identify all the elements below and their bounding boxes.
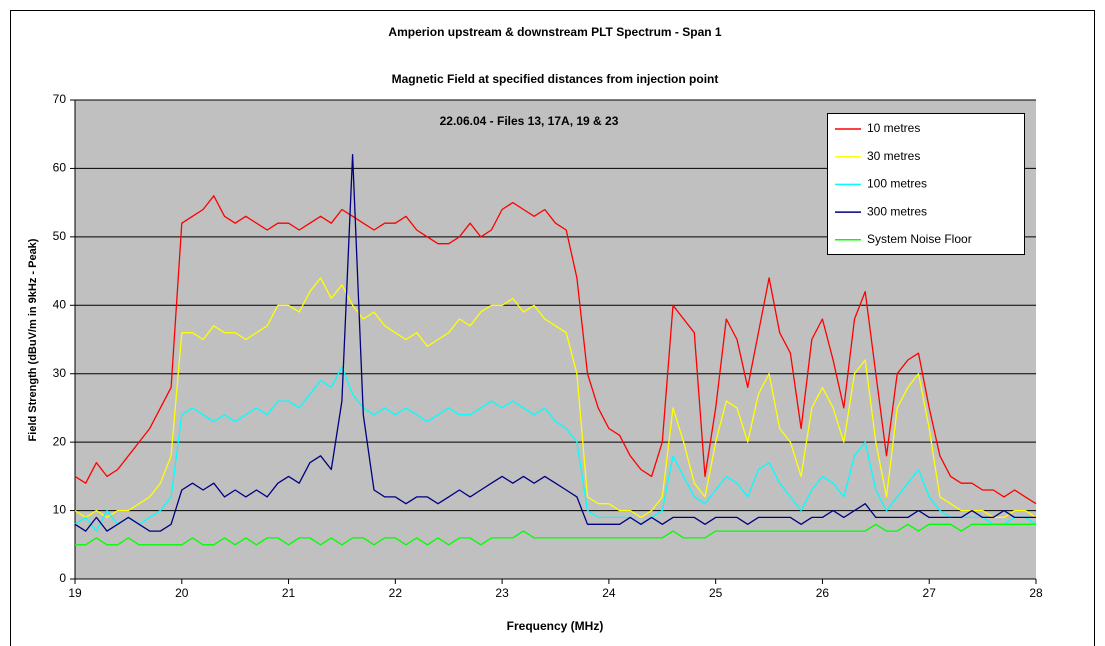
data-line	[74, 277, 1037, 519]
y-tick-label: 60	[53, 161, 67, 175]
data-line	[74, 195, 1037, 505]
x-tick-label: 28	[1029, 586, 1043, 600]
y-tick-label: 10	[53, 503, 67, 517]
legend-label: 30 metres	[867, 149, 920, 163]
y-tick-label: 70	[53, 92, 67, 106]
y-tick-label: 20	[53, 434, 67, 448]
legend-label: 100 metres	[867, 177, 927, 191]
x-axis-label: Frequency (MHz)	[507, 619, 604, 633]
data-line	[74, 366, 1037, 532]
y-tick-label: 50	[53, 229, 67, 243]
y-tick-label: 40	[53, 297, 67, 311]
x-tick-label: 25	[709, 586, 723, 600]
x-tick-label: 19	[68, 586, 82, 600]
chart-title: Amperion upstream & downstream PLT Spect…	[388, 25, 721, 39]
x-tick-label: 22	[389, 586, 403, 600]
x-tick-label: 20	[175, 586, 189, 600]
legend-label: System Noise Floor	[867, 232, 972, 246]
x-tick-label: 24	[602, 586, 616, 600]
x-tick-label: 23	[495, 586, 509, 600]
x-tick-label: 26	[816, 586, 830, 600]
annotation: 22.06.04 - Files 13, 17A, 19 & 23	[440, 114, 619, 128]
y-tick-label: 30	[53, 366, 67, 380]
x-tick-label: 21	[282, 586, 296, 600]
y-tick-label: 0	[59, 571, 66, 585]
y-axis-label: Field Strength (dBuV/m in 9kHz - Peak)	[27, 238, 39, 441]
legend-label: 300 metres	[867, 204, 927, 218]
legend-label: 10 metres	[867, 121, 920, 135]
data-line	[75, 523, 1036, 546]
x-tick-label: 27	[923, 586, 937, 600]
data-line	[74, 154, 1036, 532]
chart-subtitle: Magnetic Field at specified distances fr…	[392, 72, 719, 86]
